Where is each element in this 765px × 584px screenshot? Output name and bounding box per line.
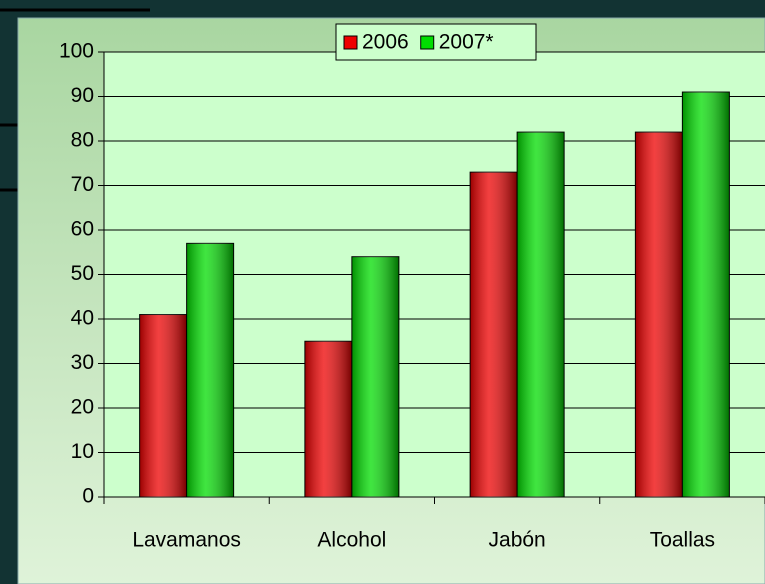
legend-label: 2007* [439,31,494,54]
x-tick-label: Lavamanos [132,529,241,552]
legend-swatch [343,35,358,50]
y-tick-label: 90 [71,84,94,107]
y-tick-label: 20 [71,396,94,419]
y-tick-label: 70 [71,173,94,196]
y-tick-label: 50 [71,262,94,285]
bar-shade [635,132,683,497]
legend-label: 2006 [362,31,409,54]
legend [335,23,537,61]
bar-shade [470,172,518,497]
y-tick-label: 80 [71,129,94,152]
y-tick-label: 40 [71,307,94,330]
x-tick-label: Alcohol [317,529,386,552]
x-tick-label: Jabón [489,529,546,552]
y-tick-label: 10 [71,440,94,463]
y-tick-label: 0 [82,485,94,508]
bar-shade [517,132,565,497]
y-tick-label: 100 [59,40,94,63]
bar-shade [186,243,234,497]
bar-shade [351,256,399,497]
y-tick-label: 30 [71,351,94,374]
bar-shade [139,314,187,497]
bar-shade [682,92,730,498]
legend-swatch [420,35,435,50]
x-tick-label: Toallas [650,529,715,552]
bar-shade [304,341,352,497]
y-tick-label: 60 [71,218,94,241]
